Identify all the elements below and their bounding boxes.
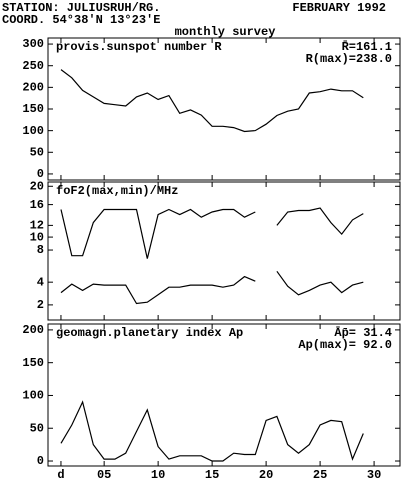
y-tick-label: 50: [30, 421, 44, 435]
x-tick-label: 15: [205, 468, 219, 480]
data-line: [60, 400, 364, 462]
x-tick-label: d: [57, 468, 64, 480]
y-tick-label: 100: [22, 389, 44, 403]
y-tick-label: 4: [37, 275, 44, 289]
annotation: R̄=161.1: [342, 40, 392, 54]
panel-title: foF2(max,min)/MHz: [56, 184, 178, 198]
x-tick-label: 25: [313, 468, 327, 480]
panel-title: provis.sunspot number R: [56, 40, 222, 54]
y-tick-label: 16: [30, 198, 44, 212]
y-tick-label: 10: [30, 230, 44, 244]
data-line: [60, 207, 364, 259]
annotation: R(max)=238.0: [306, 52, 392, 66]
y-tick-label: 2: [37, 298, 44, 312]
y-tick-label: 100: [22, 124, 44, 138]
panel-title: geomagn.planetary index Ap: [56, 326, 243, 340]
y-tick-label: 8: [37, 243, 44, 257]
coord: COORD. 54°38'N 13°23'E: [2, 13, 160, 27]
y-tick-label: 0: [37, 167, 44, 181]
y-tick-label: 250: [22, 59, 44, 73]
x-tick-label: 05: [97, 468, 111, 480]
date: FEBRUARY 1992: [292, 1, 386, 15]
y-tick-label: 200: [22, 81, 44, 95]
data-line: [60, 270, 364, 305]
subtitle: monthly survey: [175, 25, 276, 39]
y-tick-label: 12: [30, 219, 44, 233]
y-tick-label: 150: [22, 102, 44, 116]
y-tick-label: 50: [30, 145, 44, 159]
x-tick-label: 10: [151, 468, 165, 480]
y-tick-label: 20: [30, 179, 44, 193]
y-tick-label: 150: [22, 356, 44, 370]
station: STATION: JULIUSRUH/RG.: [2, 1, 160, 15]
y-tick-label: 200: [22, 323, 44, 337]
annotation: Āp̄= 31.4: [334, 326, 392, 340]
annotation: Ap(max)= 92.0: [298, 338, 392, 352]
y-tick-label: 0: [37, 454, 44, 468]
data-line: [60, 69, 364, 133]
x-tick-label: 20: [259, 468, 273, 480]
x-tick-label: 30: [367, 468, 381, 480]
y-tick-label: 300: [22, 37, 44, 51]
panel-frame: [47, 181, 401, 321]
